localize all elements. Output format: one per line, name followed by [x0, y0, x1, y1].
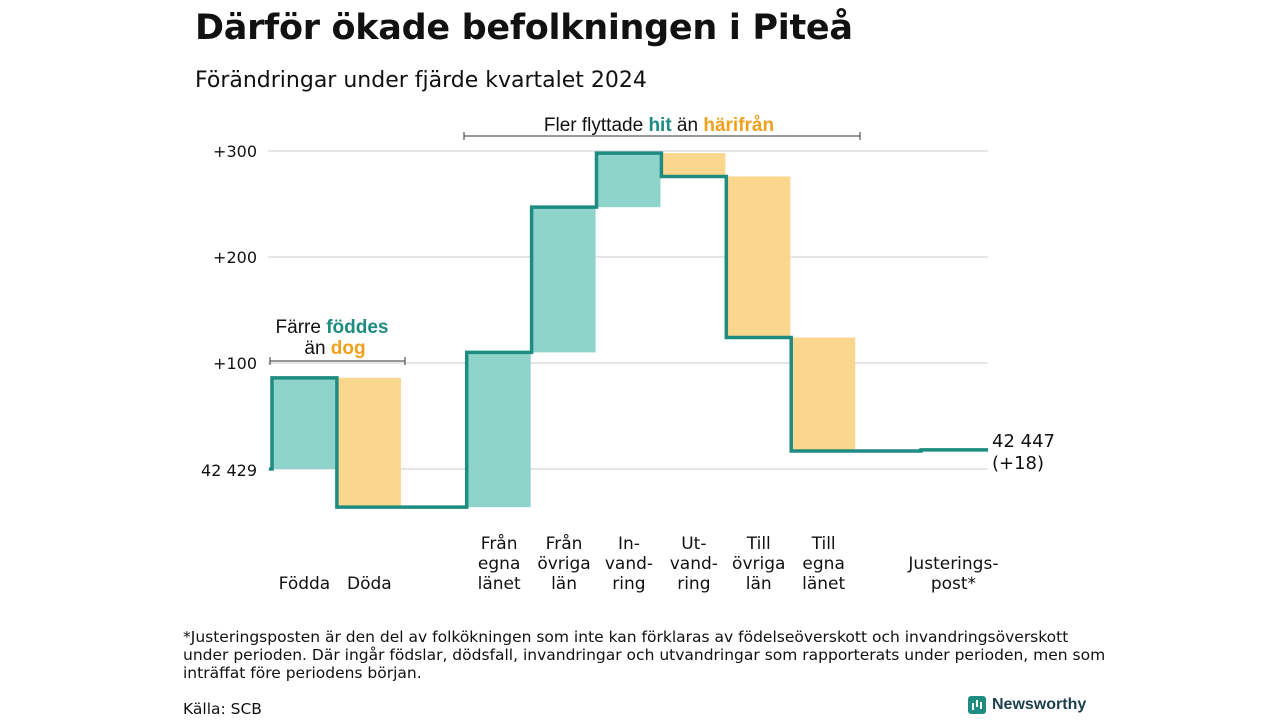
category-label: Födda: [279, 574, 331, 594]
brand-name: Newsworthy: [992, 696, 1087, 713]
end-value-label: 42 447: [992, 431, 1055, 452]
y-tick-label: +300: [213, 142, 257, 161]
waterfall-bar: [531, 207, 596, 353]
category-label: Döda: [347, 574, 392, 594]
category-label: Från övriga län: [537, 533, 590, 594]
chart-title: Därför ökade befolkningen i Piteå: [195, 8, 853, 48]
newsworthy-logo: Newsworthy: [968, 696, 1086, 714]
start-value-label: 42 429: [201, 461, 257, 480]
category-label: Ut-vand-ring: [670, 534, 718, 594]
waterfall-chart: +100 +200 +300 42 429 Födda Döda Från egna länet…: [201, 115, 1055, 594]
bar-chart-icon: [968, 696, 986, 714]
births-annotation-line2: än dog: [304, 338, 365, 359]
cumulative-step-line: [269, 151, 988, 509]
category-label: Från egna länet: [478, 533, 521, 594]
chart-subtitle: Förändringar under fjärde kvartalet 2024: [195, 68, 647, 93]
footnote: *Justeringsposten är den del av folkökni…: [183, 628, 1106, 682]
waterfall-bar: [661, 153, 726, 177]
y-tick-label: +100: [213, 354, 257, 373]
births-bracket: [269, 357, 406, 365]
waterfall-bar: [272, 377, 336, 469]
waterfall-bar: [791, 337, 856, 451]
migration-bracket: [463, 132, 861, 140]
y-tick-label: +200: [213, 248, 257, 267]
category-label: Till egna länet: [802, 534, 845, 594]
source-label: Källa: SCB: [183, 700, 262, 718]
waterfall-bar: [466, 352, 531, 508]
waterfall-bar: [726, 176, 791, 338]
migration-annotation: Fler flyttade hit än härifrån: [544, 115, 774, 136]
births-annotation-line1: Färre föddes: [276, 317, 389, 338]
end-change-label: (+18): [992, 453, 1044, 474]
waterfall-bar: [596, 153, 661, 208]
waterfall-bar: [336, 377, 401, 508]
category-label: Justerings-post*: [907, 554, 998, 594]
category-label: Till övriga län: [732, 534, 785, 594]
category-label: In-vand-ring: [605, 534, 653, 594]
